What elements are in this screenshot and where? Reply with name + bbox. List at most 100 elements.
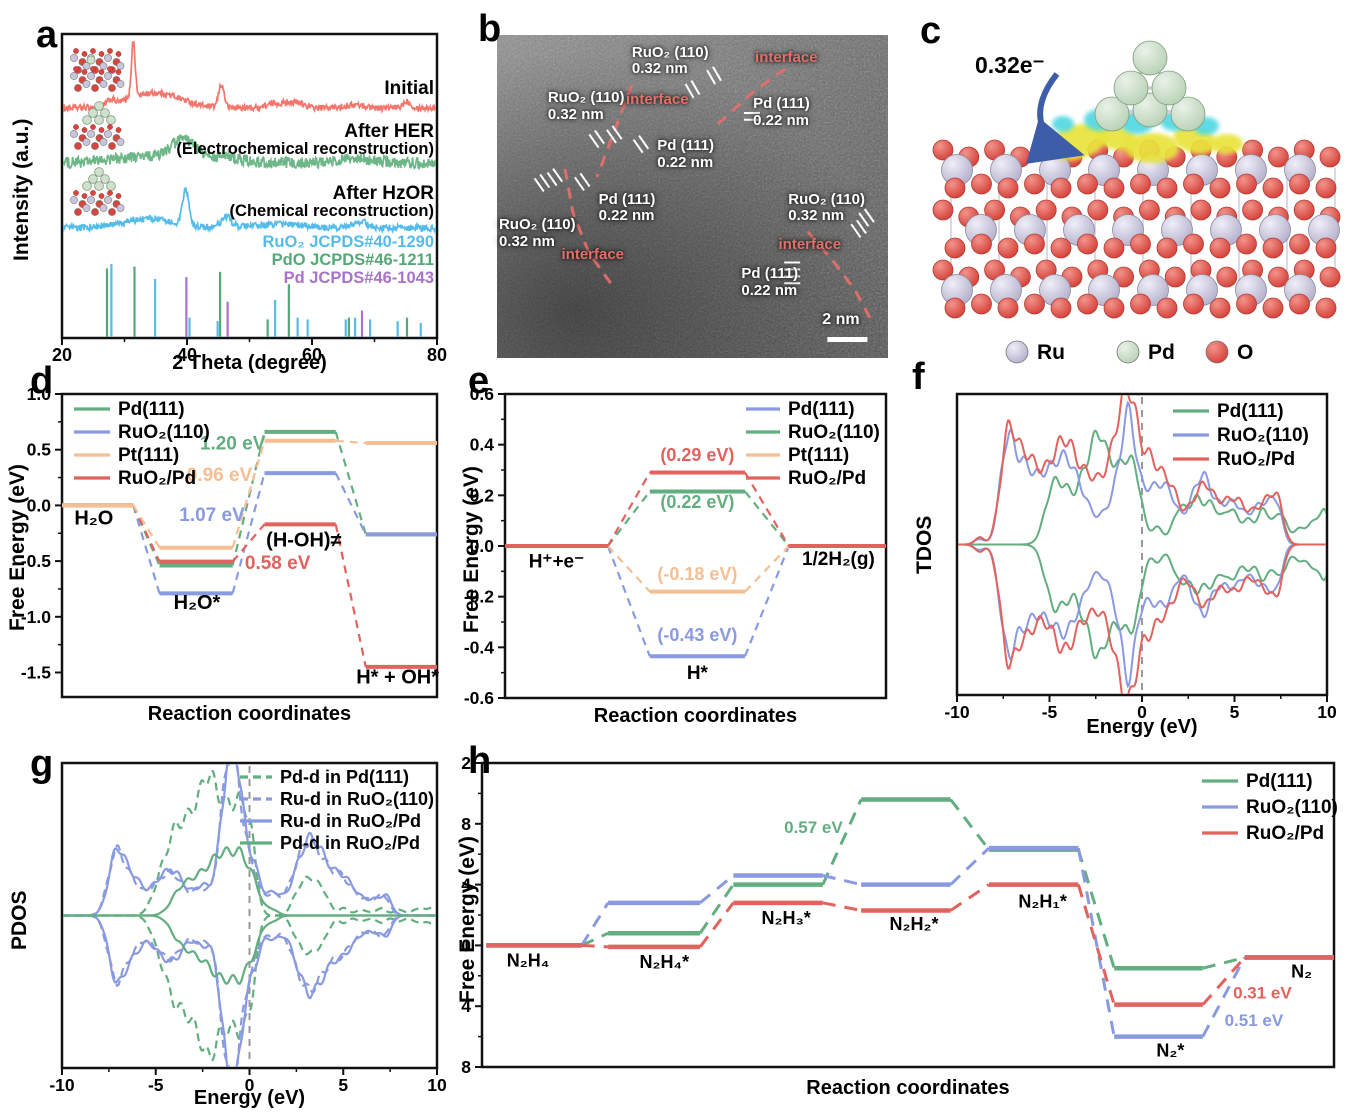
diagram-annotation: N₂* <box>1156 1040 1184 1060</box>
diagram-annotation: N₂ <box>1291 961 1312 981</box>
charge-accumulation-isosurface <box>1125 133 1179 163</box>
energy-connector <box>334 524 367 668</box>
diagram-annotation: H₂O* <box>174 592 221 614</box>
xrd-annotation: Pd JCPDS#46-1043 <box>283 269 434 287</box>
y-tick-label: 0.6 <box>470 384 495 404</box>
atom <box>1319 146 1341 168</box>
atom <box>1077 173 1098 195</box>
atom-legend-label: O <box>1237 341 1253 364</box>
inset-initial-structure <box>70 48 125 92</box>
xrd-annotation: RuO₂ JCPDS#40-1290 <box>262 233 435 251</box>
legend-label: RuO₂/Pd <box>1217 449 1295 470</box>
energy-connector <box>744 490 790 547</box>
interface-dashed-line <box>595 84 634 178</box>
energy-connector <box>949 847 990 886</box>
energy-connector <box>821 798 863 886</box>
energy-connector <box>949 798 991 851</box>
e-x-axis-label: Reaction coordinates <box>593 705 798 727</box>
interface-dashed-line <box>806 231 872 319</box>
y-tick-label: 0.0 <box>27 495 52 515</box>
panel-g-pdos: -10 -5 0 5 10 Pd-d in Pd(111) Ru-d in RuO₂(110… <box>0 725 460 1119</box>
atom <box>1130 173 1151 195</box>
diagram-annotation: 1.20 eV <box>200 434 266 455</box>
diagram-annotation: (0.22 eV) <box>660 492 734 512</box>
lattice-fringe-marker <box>552 168 564 183</box>
legend-label: RuO₂/Pd <box>788 468 866 489</box>
atom <box>1024 293 1045 315</box>
charge-transfer-label: 0.32e⁻ <box>975 52 1045 78</box>
diagram-annotation: 1.07 eV <box>179 505 245 526</box>
energy-connector <box>231 472 266 594</box>
atom <box>1077 233 1098 255</box>
y-tick-label: 0.2 <box>470 485 495 505</box>
energy-connector <box>698 901 735 948</box>
lattice-fringe-marker <box>611 125 623 140</box>
x-tick-label: 20 <box>52 345 72 365</box>
dos-curve <box>958 543 1326 694</box>
energy-connector <box>699 874 735 904</box>
lattice-fringe-marker <box>632 138 644 154</box>
diagram-annotation: N₂H₁* <box>1018 891 1066 911</box>
atom <box>1289 293 1310 315</box>
legend-label: Pd(111) <box>1217 401 1284 422</box>
x-tick-label: 0 <box>1137 702 1147 722</box>
diagram-annotation: 0.51 eV <box>1225 1011 1284 1030</box>
x-tick-label: 5 <box>338 1075 348 1095</box>
xrd-annotation: Initial <box>384 78 434 99</box>
y-tick-label: -0.4 <box>464 637 494 657</box>
legend-label: RuO₂/Pd <box>118 468 196 489</box>
e-y-axis-label: Free Energy (eV) <box>460 466 483 634</box>
y-tick-label: -0.5 <box>21 551 51 571</box>
y-tick-label: 0.5 <box>27 440 52 460</box>
diagram-annotation: H* + OH* <box>356 667 439 689</box>
atom <box>1113 70 1149 106</box>
tem-interface-label: interface <box>778 235 842 253</box>
legend-label: Pd-d in RuO₂/Pd <box>280 833 420 853</box>
y-tick-label: 0.4 <box>470 435 495 455</box>
diagram-annotation: 0.58 eV <box>245 553 311 574</box>
energy-connector <box>1201 956 1246 1006</box>
legend-label: Pd(111) <box>788 399 855 420</box>
diagram-annotation: N₂H₄* <box>640 952 690 972</box>
atom <box>1209 237 1231 259</box>
dos-curve <box>958 400 1326 546</box>
atom <box>932 259 954 281</box>
lattice-fringe-marker <box>863 208 875 223</box>
atom <box>944 297 966 319</box>
energy-connector <box>581 943 609 949</box>
diagram-annotation: 1/2H₂(g) <box>802 549 875 570</box>
y-tick-label: 0.0 <box>470 536 495 556</box>
y-tick-label: 0.8 <box>460 814 471 834</box>
panel-letter-c: c <box>920 10 942 52</box>
atom <box>1262 177 1284 199</box>
legend-label: Pt(111) <box>118 445 179 466</box>
tem-lattice-label: Pd (111) 0.22 nm <box>753 95 810 130</box>
energy-connector <box>132 504 161 563</box>
water-dissociation-energy-diagram: 1.0 0.5 0.0 -0.5 -1.0 -1.5 H₂O H₂O* (H-OH)≠ H* + … <box>21 384 439 699</box>
tem-lattice-label: Pd (111) 0.22 nm <box>741 264 799 299</box>
atom <box>1130 233 1151 255</box>
lattice-fringe-marker <box>638 135 650 150</box>
xrd-curve-2 <box>63 187 436 235</box>
energy-connector <box>744 545 790 593</box>
panel-h-hzor-diagram: 1.2 0.8 0.4 0.0 -0.4 -0.8 N₂H₄ N₂H₄* N₂H₃* N₂H₂* N… <box>456 725 1352 1119</box>
atom <box>1130 293 1151 315</box>
energy-connector <box>231 440 266 549</box>
atom <box>1236 173 1257 195</box>
atom <box>1267 266 1289 288</box>
atom <box>1293 199 1315 221</box>
panel-letter-h: h <box>468 740 492 782</box>
lattice-fringe-marker <box>533 177 545 193</box>
tem-interface-label: interface <box>755 48 818 66</box>
atom <box>971 293 992 315</box>
atom <box>1050 237 1072 259</box>
legend-label: RuO₂(110) <box>1246 797 1338 818</box>
atom <box>1216 266 1238 288</box>
atom <box>997 297 1019 319</box>
atom-legend-label: Ru <box>1037 341 1065 364</box>
atom <box>1267 146 1289 168</box>
atom <box>1236 233 1257 255</box>
atom <box>1132 40 1168 76</box>
xrd-annotation: After HzOR <box>332 183 434 204</box>
energy-connector <box>606 471 651 547</box>
